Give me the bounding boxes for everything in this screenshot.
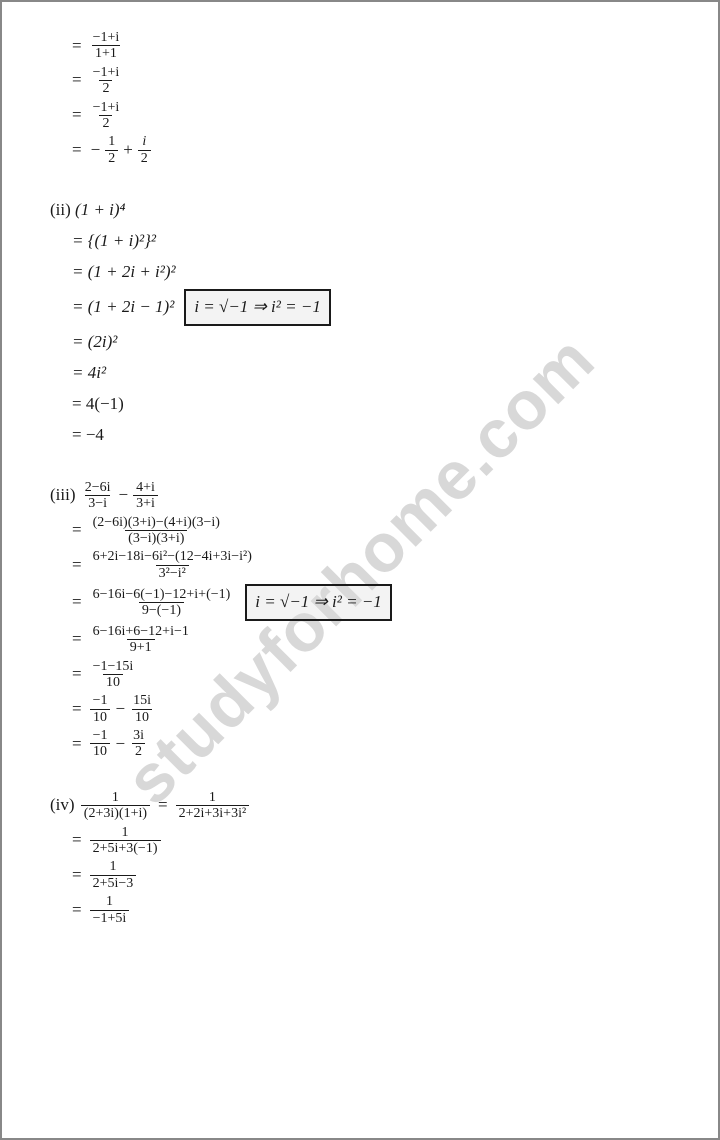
s2-r2: = (1 + 2i + i²)² [72,258,718,286]
math-page: = −1+i1+1 = −1+i2 = −1+i2 = − 12 + i2 (i… [2,2,718,954]
s4-title: (iv) 1(2+3i)(1+i) = 12+2i+3i+3i² [50,790,718,822]
identity-box: i = √−1 ⇒ i² = −1 [184,289,331,326]
s2-r7: = −4 [72,422,718,450]
s4-r3: = 1−1+5i [72,894,718,926]
s2-r4: = (2i)² [72,329,718,357]
s3-r3: = 6−16i−6(−1)−12+i+(−1)9−(−1) i = √−1 ⇒ … [72,584,718,621]
s3-title: (iii) 2−6i3−i − 4+i3+i [50,480,718,512]
s2-title: (ii) (1 + i)⁴ [50,196,718,224]
s4-r2: = 12+5i−3 [72,859,718,891]
s2-r3: = (1 + 2i − 1)² i = √−1 ⇒ i² = −1 [72,289,718,326]
s3-r5: = −1−15i10 [72,659,718,691]
s3-r1: = (2−6i)(3+i)−(4+i)(3−i)(3−i)(3+i) [72,515,718,547]
s1-r2: = −1+i2 [72,65,718,97]
s3-r4: = 6−16i+6−12+i−19+1 [72,624,718,656]
s3-r2: = 6+2i−18i−6i²−(12−4i+3i−i²)3²−i² [72,549,718,581]
s1-r4: = − 12 + i2 [72,134,718,166]
s1-r3: = −1+i2 [72,100,718,132]
s3-r6: = −110 − 15i10 [72,693,718,725]
s2-r1: = {(1 + i)²}² [72,227,718,255]
identity-box-2: i = √−1 ⇒ i² = −1 [245,584,392,621]
s3-r7: = −110 − 3i2 [72,728,718,760]
s4-r1: = 12+5i+3(−1) [72,825,718,857]
s2-r6: = 4(−1) [72,391,718,419]
s1-r1: = −1+i1+1 [72,30,718,62]
s2-r5: = 4i² [72,360,718,388]
